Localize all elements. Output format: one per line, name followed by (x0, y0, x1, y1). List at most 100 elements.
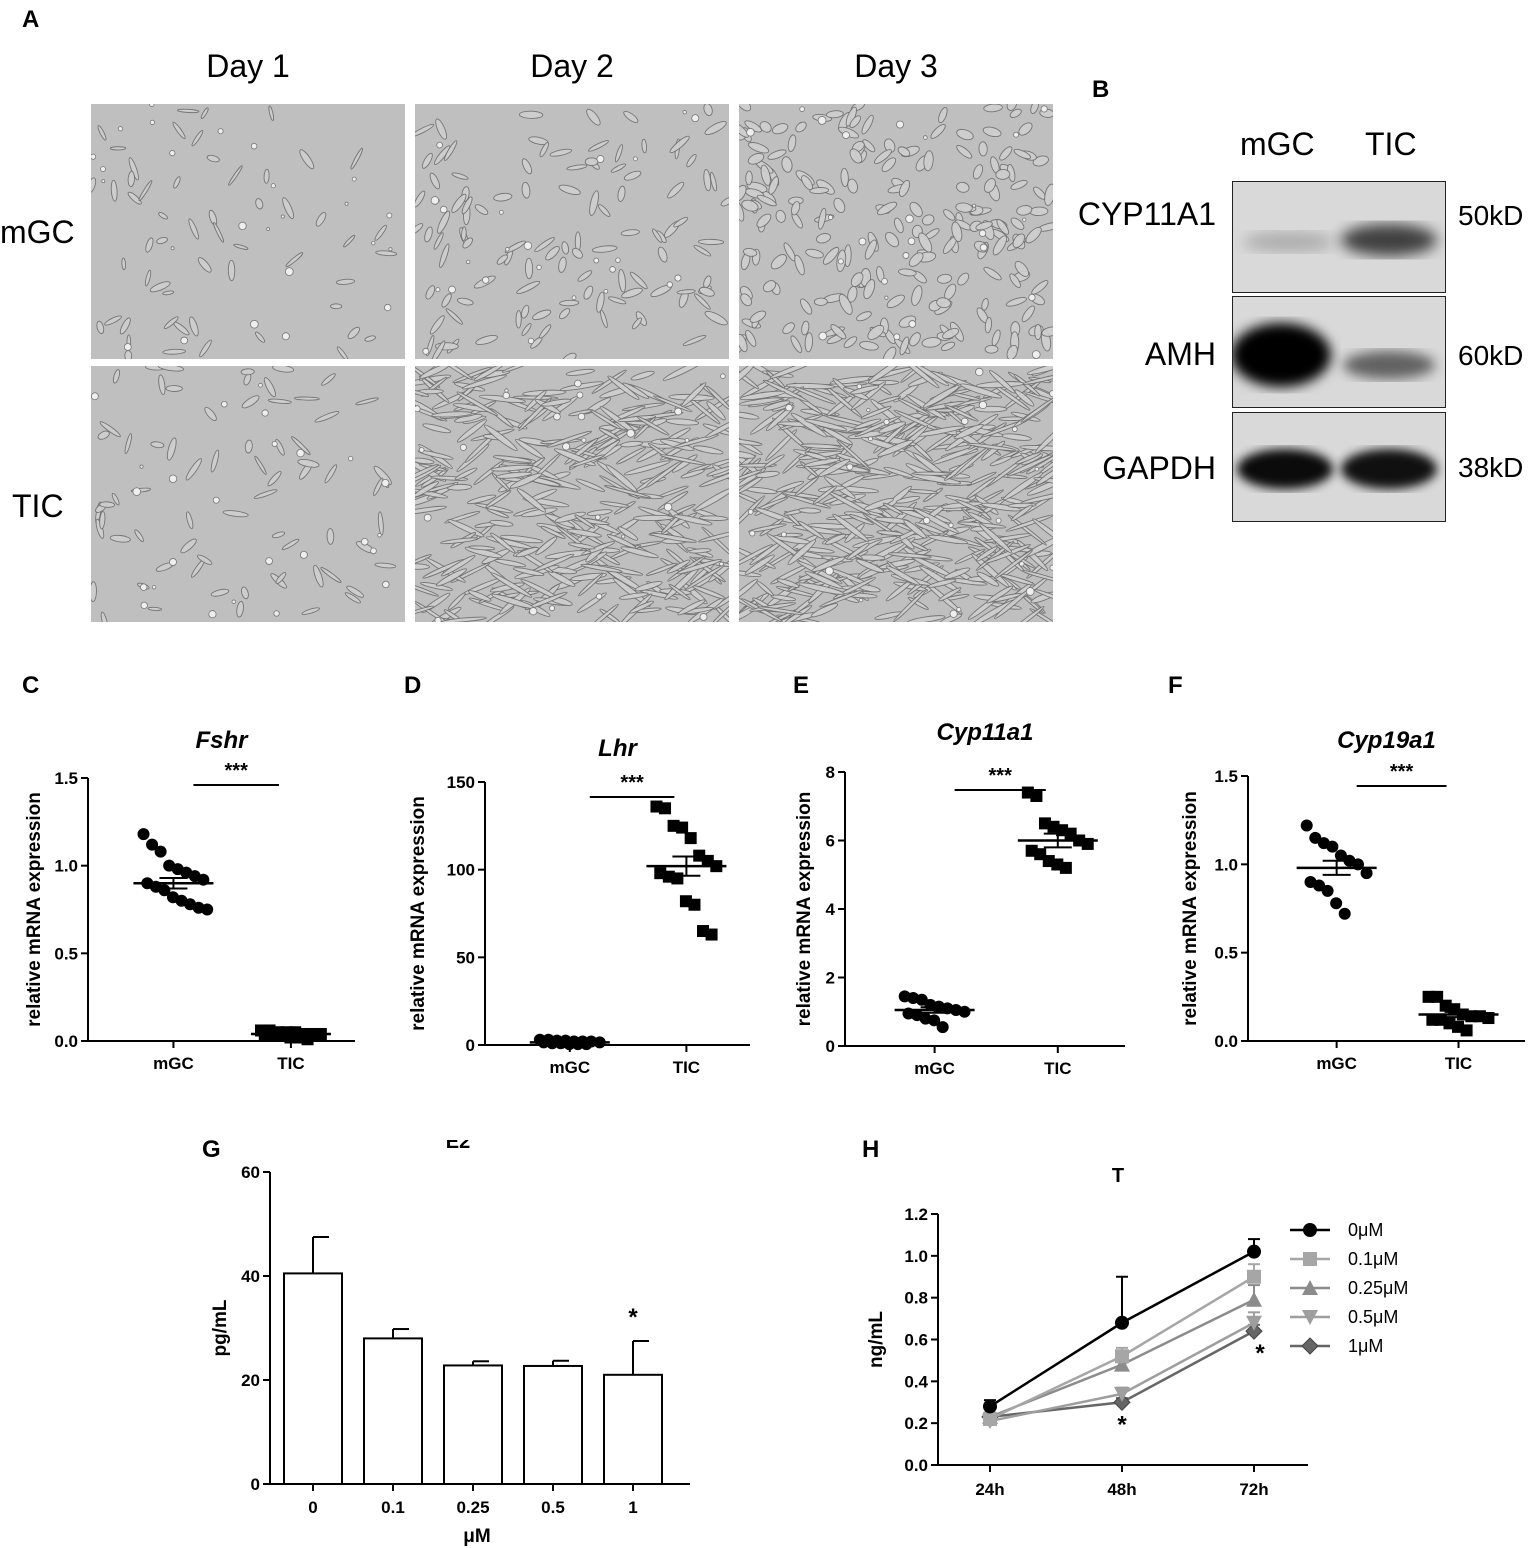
cell (321, 373, 336, 386)
data-point (1247, 1244, 1261, 1259)
cell (241, 586, 249, 600)
cell-debris (866, 408, 871, 413)
cell (210, 588, 230, 597)
cell-debris (351, 176, 357, 182)
cell (824, 533, 847, 545)
cell (607, 375, 640, 400)
cell (668, 583, 691, 601)
cell (149, 281, 171, 293)
y-tick-label: 0 (826, 1037, 835, 1056)
cell (877, 439, 914, 457)
cell (943, 209, 956, 221)
cell (421, 152, 433, 169)
cell (568, 454, 606, 468)
cell-debris (975, 367, 984, 377)
cell (720, 196, 729, 207)
cell (158, 374, 166, 396)
cell (267, 471, 282, 487)
wb-band-cyp11a1-tic (1341, 224, 1437, 256)
cell (703, 104, 713, 117)
legend-marker (1301, 1337, 1319, 1355)
cell-debris (435, 287, 441, 293)
cell (620, 440, 643, 448)
cell (843, 336, 858, 349)
cell (176, 108, 200, 114)
cell (798, 582, 845, 595)
cell-debris (824, 566, 834, 576)
cell (765, 405, 795, 432)
cell (992, 235, 1008, 256)
cell (490, 572, 533, 598)
cell (490, 532, 516, 554)
cell-debris (434, 616, 442, 622)
cell (272, 366, 295, 373)
cell-debris (360, 537, 369, 546)
cell-debris (132, 487, 142, 496)
cell (856, 311, 872, 322)
cell-debris (249, 319, 259, 329)
y-tick-label: 2 (826, 969, 835, 988)
data-point-mgc (1360, 867, 1373, 880)
cell (461, 226, 467, 242)
cell (228, 165, 243, 186)
cell (849, 115, 862, 128)
micrograph-background (91, 104, 405, 359)
cell (942, 327, 960, 340)
cell (315, 212, 327, 227)
cell (801, 175, 813, 191)
data-point-mgc (1334, 849, 1347, 862)
significance-stars: *** (1390, 761, 1414, 783)
wb-label-gapdh: GAPDH (1102, 450, 1216, 486)
data-point (1246, 1291, 1262, 1307)
cell (882, 502, 904, 515)
cell (445, 308, 463, 325)
cell (299, 149, 315, 170)
data-point-mgc (1321, 884, 1334, 897)
wb-label-amh: AMH (1144, 336, 1216, 372)
cell (883, 466, 914, 479)
cell (415, 123, 435, 138)
cell (374, 224, 387, 241)
cell (914, 366, 950, 387)
micrograph-mgc-day3 (739, 104, 1053, 359)
cell (617, 415, 657, 422)
cell (267, 398, 292, 404)
bar-0.1 (363, 1337, 423, 1485)
cell-debris (149, 119, 155, 125)
data-point (1245, 1322, 1263, 1340)
chart-title: E2 (446, 1140, 470, 1153)
cell (509, 472, 543, 489)
cell-debris (299, 550, 308, 559)
cell (435, 568, 467, 587)
cell (515, 438, 544, 459)
cell (443, 140, 458, 161)
y-tick-label: 0 (466, 1036, 475, 1055)
cell (301, 607, 320, 615)
y-tick-label: 4 (826, 900, 836, 919)
cell (804, 418, 848, 431)
cell (483, 424, 518, 452)
wb-band-amh-mgc (1233, 323, 1331, 387)
cell-debris (271, 440, 278, 447)
cell (468, 545, 496, 551)
y-tick-label: 60 (241, 1163, 260, 1182)
cell (849, 148, 863, 164)
cell (524, 257, 534, 280)
cell-debris (626, 429, 635, 438)
cell (1034, 424, 1053, 454)
cell (765, 429, 798, 461)
cell (608, 296, 627, 305)
cell (454, 467, 478, 481)
cell (645, 461, 682, 488)
cell (623, 110, 639, 124)
cell (433, 232, 444, 250)
data-point (1115, 1315, 1129, 1330)
cell-debris (666, 281, 673, 288)
cell (754, 507, 794, 524)
cell (747, 152, 765, 165)
cell (667, 181, 685, 199)
cell (706, 385, 729, 411)
data-point-mgc (201, 903, 214, 916)
cell (955, 202, 973, 213)
cell-debris (504, 388, 509, 393)
